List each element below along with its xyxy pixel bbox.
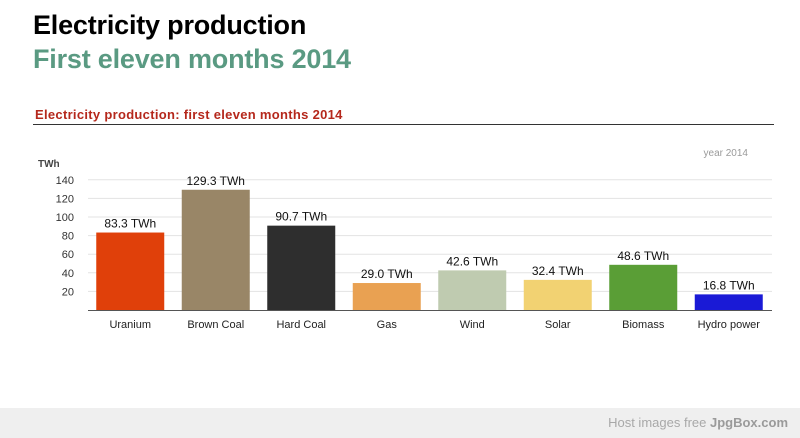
footer-text: Host images free — [608, 415, 707, 430]
category-labels: Uranium Brown Coal Hard Coal Gas Wind Solar Bi… — [109, 319, 760, 331]
chart-title-rule — [33, 124, 774, 125]
category-label: Uranium — [109, 319, 151, 331]
category-label: Solar — [545, 319, 571, 331]
bar-wind — [438, 270, 507, 310]
y-tick-label: 60 — [62, 249, 74, 261]
category-label: Wind — [460, 319, 485, 331]
category-label: Gas — [377, 319, 398, 331]
y-tick-label: 80 — [62, 231, 74, 243]
data-label: 48.6 TWh — [617, 249, 669, 263]
page-subtitle: First eleven months 2014 — [33, 44, 351, 74]
data-label: 90.7 TWh — [275, 210, 327, 224]
category-label: Brown Coal — [187, 319, 244, 331]
bar-hard-coal — [267, 225, 336, 310]
footer-credit: Host images free JpgBox.com — [608, 415, 788, 430]
category-label: Hydro power — [698, 319, 761, 331]
data-label: 32.4 TWh — [532, 264, 584, 278]
bar-solar — [523, 279, 592, 310]
data-label: 29.0 TWh — [361, 267, 413, 281]
bar-gas — [352, 283, 421, 310]
page-title: Electricity production — [33, 10, 307, 40]
bars — [96, 189, 763, 310]
bar-hydro-power — [694, 294, 763, 310]
category-label: Hard Coal — [276, 319, 326, 331]
category-label: Biomass — [622, 319, 665, 331]
y-tick-label: 120 — [56, 193, 74, 205]
bar-biomass — [609, 264, 678, 310]
y-axis-ticks: 20 40 60 80 100 120 140 — [56, 175, 74, 299]
y-axis-label: TWh — [38, 159, 60, 170]
y-tick-label: 40 — [62, 268, 74, 280]
data-label: 42.6 TWh — [446, 254, 498, 268]
y-tick-label: 140 — [56, 175, 74, 187]
chart-title: Electricity production: first eleven mon… — [35, 107, 343, 122]
data-labels: 83.3 TWh 129.3 TWh 90.7 TWh 29.0 TWh 42.6 TW… — [104, 174, 754, 293]
y-tick-label: 20 — [62, 286, 74, 298]
data-label: 129.3 TWh — [187, 174, 245, 188]
bar-uranium — [96, 232, 165, 310]
bar-brown-coal — [181, 189, 250, 310]
y-tick-label: 100 — [56, 212, 74, 224]
data-label: 83.3 TWh — [104, 217, 156, 231]
bar-chart: 20 40 60 80 100 120 140 TWh year 2014 83.3 TWh… — [38, 148, 772, 331]
data-label: 16.8 TWh — [703, 278, 755, 292]
series-label: year 2014 — [704, 148, 749, 159]
footer-brand[interactable]: JpgBox.com — [709, 415, 788, 430]
footer-bar: Host images free JpgBox.com — [0, 408, 800, 438]
